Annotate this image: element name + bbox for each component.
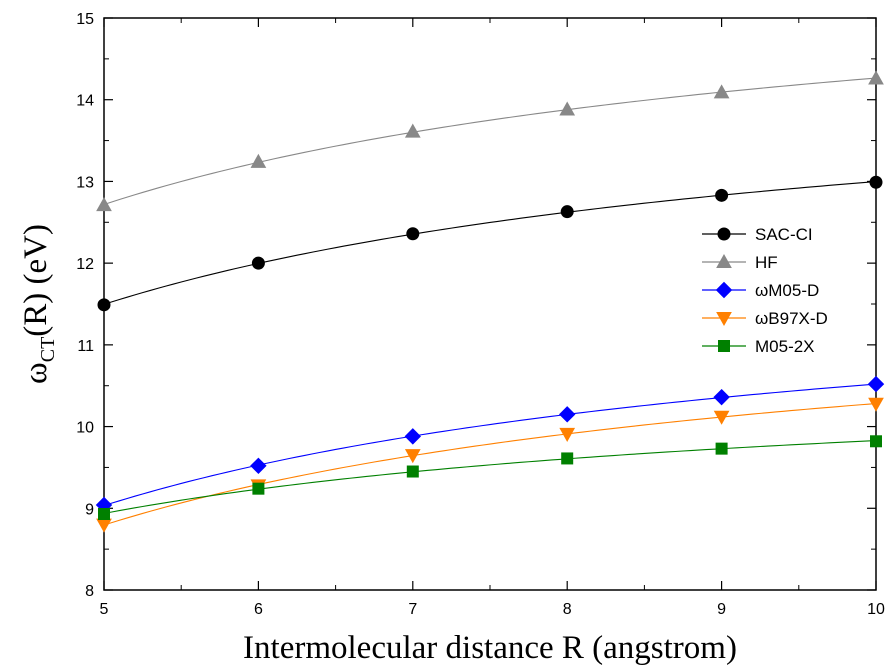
y-tick-label: 11 xyxy=(77,338,94,355)
x-tick-label: 8 xyxy=(563,601,572,618)
data-point xyxy=(713,410,730,425)
legend-label: ωB97X-D xyxy=(755,309,828,328)
data-point xyxy=(250,457,267,475)
legend-label: ωM05-D xyxy=(755,281,819,300)
legend-marker xyxy=(717,227,731,241)
legend: SAC-CI HF ωM05-D ωB97X-D M05-2X xyxy=(702,225,828,356)
legend-label: M05-2X xyxy=(755,337,815,356)
data-point xyxy=(252,482,265,495)
series-line xyxy=(103,181,877,305)
legend-entry: M05-2X xyxy=(702,337,815,356)
data-point xyxy=(870,435,882,448)
plot-frame xyxy=(103,17,877,591)
legend-entry: ωM05-D xyxy=(702,281,819,300)
data-point xyxy=(715,188,729,202)
data-point xyxy=(713,388,730,406)
x-tick-label: 10 xyxy=(867,601,885,618)
series-1 xyxy=(96,70,884,212)
series-0 xyxy=(97,175,883,312)
data-point xyxy=(97,298,111,312)
data-point xyxy=(251,256,265,270)
axis-ticks: 5 6 7 8 9 10 8 9 10 11 12 13 14 15 xyxy=(76,11,885,618)
series-layer xyxy=(95,70,885,533)
data-point xyxy=(96,197,112,212)
data-point xyxy=(250,153,267,168)
data-point xyxy=(868,70,884,85)
data-point xyxy=(406,465,419,478)
data-point xyxy=(96,518,112,533)
data-point xyxy=(560,205,574,219)
y-tick-label: 14 xyxy=(76,93,94,110)
y-tick-label: 15 xyxy=(76,11,94,28)
data-point xyxy=(404,449,421,464)
series-line xyxy=(103,383,877,507)
series-line xyxy=(103,402,877,526)
data-point xyxy=(404,123,421,138)
x-tick-label: 7 xyxy=(408,601,417,618)
legend-entry: ωB97X-D xyxy=(702,309,828,328)
y-axis-title-rest: (R) (eV) xyxy=(18,224,54,337)
y-axis-title-main: ω xyxy=(18,362,54,384)
series-line xyxy=(103,440,877,514)
data-point xyxy=(867,375,885,393)
data-point xyxy=(559,427,576,442)
series-line xyxy=(103,77,877,206)
y-tick-label: 9 xyxy=(85,501,94,518)
legend-label: HF xyxy=(755,253,778,272)
legend-marker xyxy=(715,281,733,299)
x-tick-label: 6 xyxy=(254,601,263,618)
data-point xyxy=(868,397,884,412)
x-tick-label: 9 xyxy=(717,601,726,618)
legend-entry: SAC-CI xyxy=(702,225,813,244)
data-point xyxy=(559,101,576,116)
y-tick-label: 13 xyxy=(76,174,94,191)
data-point xyxy=(713,84,730,99)
y-tick-label: 10 xyxy=(76,420,94,437)
data-point xyxy=(715,442,728,455)
data-point xyxy=(404,428,422,445)
data-point xyxy=(869,175,883,189)
legend-marker xyxy=(716,312,732,327)
y-axis-title: ωCT(R) (eV) xyxy=(18,224,59,384)
data-point xyxy=(561,452,574,465)
series-4 xyxy=(98,435,882,521)
x-tick-label: 5 xyxy=(100,601,109,618)
data-point xyxy=(98,508,110,521)
y-tick-label: 8 xyxy=(85,583,94,600)
x-axis-title: Intermolecular distance R (angstrom) xyxy=(243,630,737,666)
data-point xyxy=(406,227,420,241)
data-point xyxy=(558,406,576,423)
y-tick-label: 12 xyxy=(76,256,94,273)
legend-marker xyxy=(716,253,732,268)
y-axis-title-sub: CT xyxy=(37,337,59,363)
legend-entry: HF xyxy=(702,253,778,272)
legend-label: SAC-CI xyxy=(755,225,813,244)
legend-marker xyxy=(718,340,730,352)
